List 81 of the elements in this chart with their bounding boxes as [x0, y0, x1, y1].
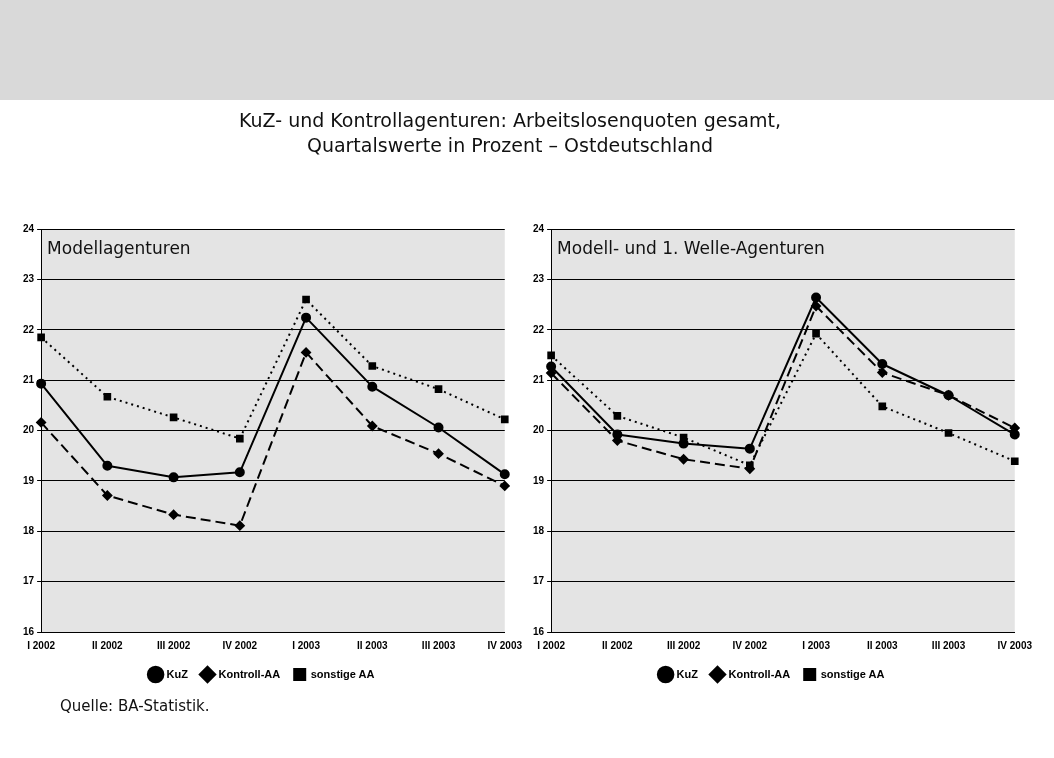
x-tick-label: IV 2003 — [487, 639, 523, 651]
point — [546, 361, 557, 372]
point — [36, 378, 47, 389]
point — [236, 434, 244, 443]
x-tick-label: I 2003 — [292, 639, 321, 651]
point — [103, 392, 112, 401]
point — [811, 292, 822, 303]
x-tick-label: IV 2002 — [222, 639, 258, 651]
point — [877, 359, 888, 370]
point — [102, 490, 113, 501]
point — [878, 402, 887, 411]
legend-label: KuZ — [676, 667, 699, 680]
x-tick-label: III 2002 — [156, 639, 191, 651]
legend-label: Kontroll-AA — [218, 667, 281, 680]
x-tick-label: II 2003 — [357, 639, 389, 651]
y-tick-label: 20 — [533, 424, 545, 436]
point — [499, 469, 510, 480]
point — [168, 509, 179, 520]
legend-label: sonstige AA — [820, 667, 885, 680]
point — [877, 367, 888, 378]
point — [301, 312, 312, 323]
y-tick-label: 23 — [23, 273, 35, 285]
y-tick-label: 16 — [23, 625, 35, 637]
point — [367, 420, 378, 431]
x-tick-label: III 2003 — [931, 639, 966, 651]
y-tick-label: 21 — [23, 373, 35, 385]
x-tick-label: I 2002 — [537, 639, 566, 651]
x-tick-label: I 2002 — [27, 639, 56, 651]
y-tick-label: 24 — [23, 222, 35, 234]
y-tick-label: 24 — [533, 222, 545, 234]
y-tick-label: 23 — [533, 273, 545, 285]
y-tick-label: 20 — [23, 424, 35, 436]
chart-title: KuZ- und Kontrollagenturen: Arbeitslosenquoten gesamt, Quartalswerte in Prozent – Ostdeutschland — [238, 108, 782, 158]
point — [433, 448, 444, 459]
x-tick-label: IV 2003 — [997, 639, 1033, 651]
point — [1009, 429, 1020, 440]
x-tick-label: II 2002 — [602, 639, 634, 651]
point — [37, 333, 45, 342]
point — [678, 454, 689, 465]
point — [613, 412, 622, 420]
text: Modellagenturen — [47, 237, 191, 258]
y-tick-label: 22 — [23, 323, 35, 335]
point — [368, 362, 377, 370]
x-tick-label: IV 2002 — [732, 639, 768, 651]
point — [1010, 457, 1019, 466]
x-tick-label: III 2002 — [666, 639, 701, 651]
point — [744, 443, 755, 454]
x-tick-label: II 2002 — [92, 639, 124, 651]
y-tick-label: 18 — [533, 525, 545, 536]
y-tick-label: 18 — [23, 525, 35, 536]
y-tick-label: 22 — [533, 323, 545, 335]
point — [433, 422, 444, 433]
y-tick-label: 19 — [23, 474, 35, 486]
y-tick-label: 16 — [533, 625, 545, 637]
y-tick-label: 21 — [533, 373, 545, 385]
source-note: Quelle: BA-Statistik. — [60, 697, 210, 715]
point — [102, 460, 113, 471]
point — [234, 520, 245, 531]
point — [612, 429, 623, 440]
point — [434, 385, 443, 394]
point — [234, 467, 245, 478]
point — [302, 295, 310, 304]
point — [500, 415, 509, 424]
x-tick-label: I 2003 — [802, 639, 831, 651]
point — [499, 480, 510, 491]
point — [547, 351, 555, 360]
y-tick-label: 19 — [533, 474, 545, 486]
legend-label: KuZ — [166, 667, 189, 680]
y-tick-label: 17 — [23, 575, 35, 587]
point — [812, 329, 820, 338]
x-tick-label: III 2003 — [421, 639, 456, 651]
legend-label: Kontroll-AA — [728, 667, 791, 680]
point — [168, 472, 179, 483]
point — [301, 347, 312, 358]
x-tick-label: II 2003 — [867, 639, 899, 651]
y-tick-label: 17 — [533, 575, 545, 587]
text: Modell- und 1. Welle-Agenturen — [557, 237, 825, 258]
legend-label: sonstige AA — [310, 667, 375, 680]
point — [367, 381, 378, 392]
point — [944, 429, 953, 437]
point — [36, 417, 47, 428]
